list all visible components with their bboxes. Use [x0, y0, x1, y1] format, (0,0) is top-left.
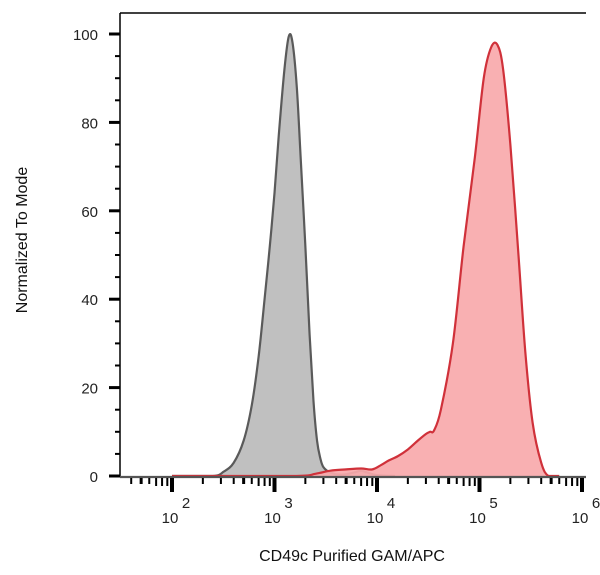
x-tick-label: 106: [572, 495, 600, 527]
x-tick-label: 105: [469, 495, 498, 527]
sample-histogram-outline: [171, 41, 560, 478]
x-tick-label: 104: [367, 495, 396, 527]
y-tick-label: 0: [90, 469, 98, 486]
svg-text:10: 10: [367, 510, 384, 527]
plot-frame: [119, 12, 586, 479]
svg-text:10: 10: [572, 510, 589, 527]
y-tick-label: 100: [73, 27, 98, 44]
svg-text:5: 5: [489, 495, 497, 512]
sample-histogram-fill: [172, 42, 560, 476]
y-axis-title: Normalized To Mode: [14, 167, 31, 314]
y-tick-label: 20: [81, 381, 98, 398]
svg-text:10: 10: [264, 510, 281, 527]
histogram-series: [171, 33, 560, 478]
svg-text:4: 4: [387, 495, 395, 512]
x-tick-label: 103: [264, 495, 293, 527]
svg-text:2: 2: [182, 495, 190, 512]
svg-text:10: 10: [162, 510, 179, 527]
svg-text:3: 3: [284, 495, 292, 512]
svg-text:10: 10: [469, 510, 486, 527]
y-tick-label: 80: [81, 115, 98, 132]
y-tick-label: 60: [81, 204, 98, 221]
control-histogram-fill: [172, 34, 396, 477]
y-axis: 0 20 40 60 80 100: [73, 27, 120, 486]
x-axis-title: CD49c Purified GAM/APC: [259, 548, 445, 565]
x-tick-label: 102: [162, 495, 191, 527]
svg-text:6: 6: [592, 495, 600, 512]
y-tick-label: 40: [81, 292, 98, 309]
